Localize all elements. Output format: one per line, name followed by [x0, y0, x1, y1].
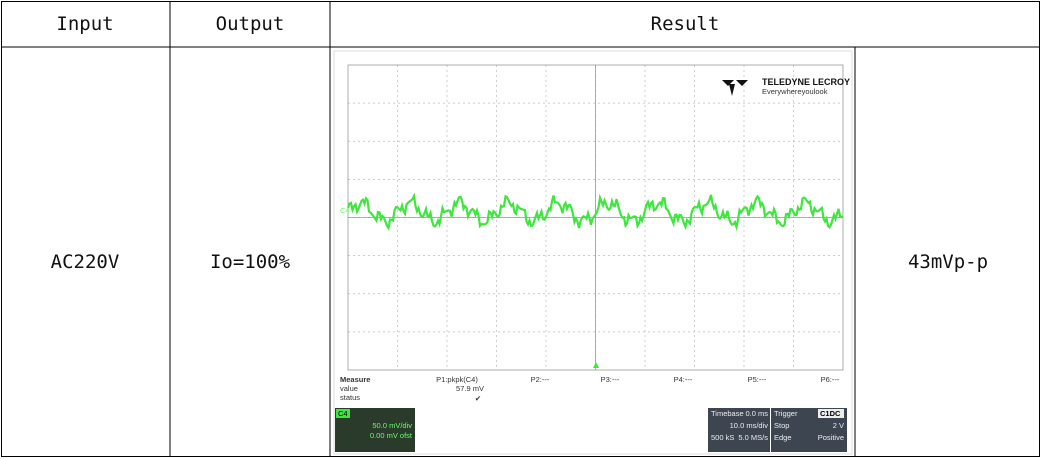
header-cell: Input [56, 13, 113, 35]
scope-grid [348, 65, 843, 370]
measure-param: P1:pkpk(C4) [436, 375, 478, 384]
channel-name: C4 [338, 409, 348, 418]
header-cell: Output [216, 13, 285, 35]
trigger-slope: Positive [818, 433, 844, 442]
waveform [346, 192, 844, 232]
header-cell: Result [651, 13, 720, 35]
scope-frame [333, 50, 853, 455]
measure-param: P4:--- [674, 375, 693, 384]
timebase-samples: 500 kS [711, 433, 734, 442]
channel-offset: 0.00 mV ofst [370, 431, 413, 440]
timebase-box [708, 408, 770, 452]
tagline: Everywhereyoulook [762, 87, 828, 96]
measure-param: P6:--- [821, 375, 840, 384]
timebase-delay: 0.0 ms [745, 409, 768, 418]
timebase-rate: 5.0 MS/s [738, 433, 768, 442]
measure-row-label: value [340, 384, 358, 393]
oscilloscope-screenshot: C4 TELEDYNE LECROY Everywhereyoulook Mea… [333, 50, 853, 455]
brand: TELEDYNE LECROY [762, 77, 850, 87]
timebase-title: Timebase [711, 409, 744, 418]
measure-status: ✔ [475, 394, 481, 403]
brand-logo [722, 80, 748, 96]
trigger-badge [818, 409, 844, 418]
channel-scale: 50.0 mV/div [372, 421, 412, 430]
timebase-scale: 10.0 ms/div [730, 421, 769, 430]
channel-badge [336, 409, 350, 418]
trigger-channel: C1DC [820, 409, 841, 418]
trace-label: C4 [340, 206, 350, 215]
trigger-marker [593, 362, 599, 368]
body-cell: AC220V [51, 251, 120, 273]
trigger-level: 2 V [833, 421, 844, 430]
measure-row-label: status [340, 393, 360, 402]
trigger-title: Trigger [774, 409, 798, 418]
measure-param: P2:--- [531, 375, 550, 384]
trigger-mode: Stop [774, 421, 789, 430]
body-cell: 43mVp-p [908, 251, 988, 273]
measure-title: Measure [340, 375, 370, 384]
body-cell: Io=100% [210, 251, 291, 273]
measure-param: P3:--- [601, 375, 620, 384]
trigger-type: Edge [774, 433, 792, 442]
measure-param: P5:--- [748, 375, 767, 384]
measure-value: 57.9 mV [456, 384, 484, 393]
